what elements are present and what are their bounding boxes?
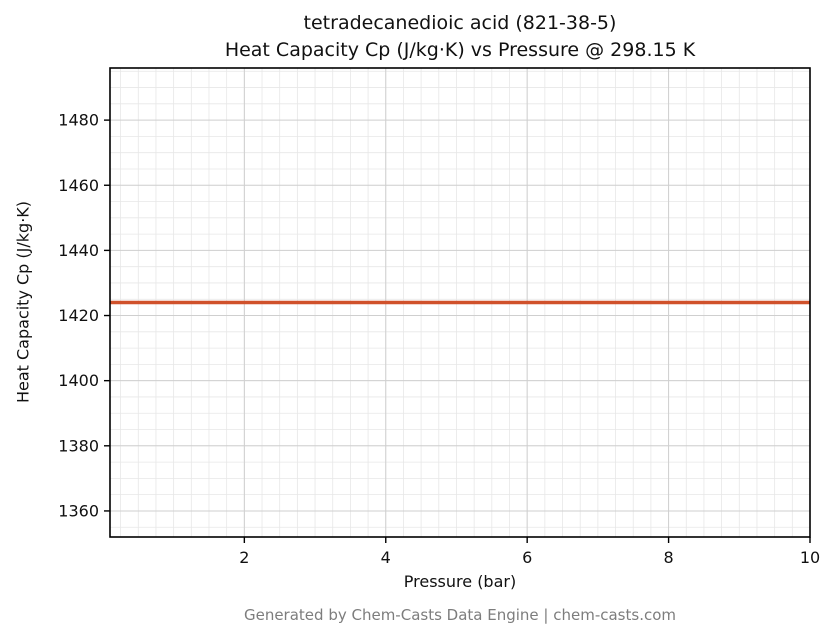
chart-title-line1: tetradecanedioic acid (821-38-5) — [303, 12, 617, 34]
x-axis-label: Pressure (bar) — [403, 572, 517, 591]
x-tick-label: 8 — [663, 548, 673, 567]
x-tick-label: 4 — [381, 548, 391, 567]
y-tick-label: 1420 — [58, 306, 99, 325]
x-tick-label: 2 — [239, 548, 249, 567]
y-tick-label: 1480 — [58, 111, 99, 130]
axes-border — [109, 67, 811, 538]
footer-note: Generated by Chem-Casts Data Engine | ch… — [243, 606, 677, 624]
chart-title: tetradecanedioic acid (821-38-5) Heat Ca… — [110, 10, 810, 64]
y-axis-label: Heat Capacity Cp (J/kg·K) — [13, 200, 33, 404]
y-tick-label: 1400 — [58, 371, 99, 390]
y-tick-label: 1440 — [58, 241, 99, 260]
x-tick-label: 10 — [800, 548, 820, 567]
y-tick-label: 1360 — [58, 501, 99, 520]
y-tick-label: 1380 — [58, 436, 99, 455]
y-tick-label: 1460 — [58, 176, 99, 195]
chart-title-line2: Heat Capacity Cp (J/kg·K) vs Pressure @ … — [224, 39, 696, 61]
x-tick-label: 6 — [522, 548, 532, 567]
